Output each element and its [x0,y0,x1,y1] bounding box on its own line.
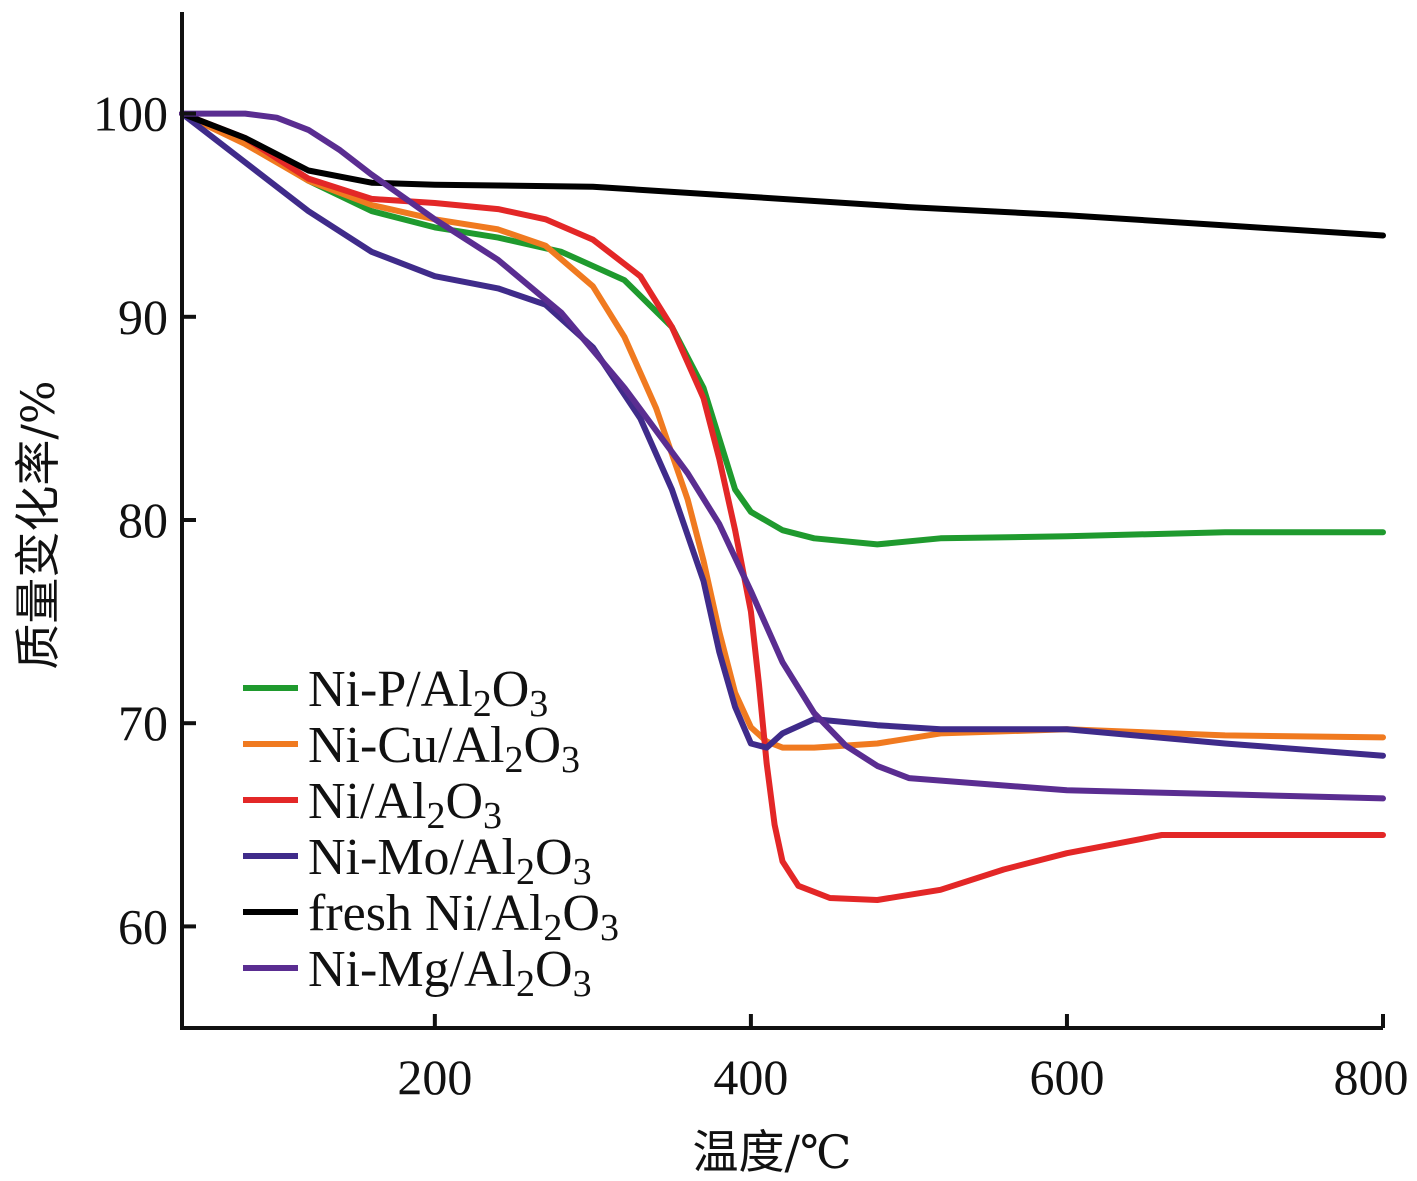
legend-label-mid: O [523,717,561,774]
series-line-1 [179,110,1386,751]
legend-label-main: Ni/Al [308,773,426,830]
legend-item-4: fresh Ni/Al2O3 [243,885,619,949]
legend-label-sub: 3 [573,851,592,893]
legend-label-2: Ni/Al2O3 [308,773,502,837]
series-line-0 [179,110,1386,548]
series-line-5 [179,110,1386,802]
legend-label-sub: 2 [473,683,492,725]
legend-label-main: Ni-Mo/Al [308,829,516,886]
legend-label-3: Ni-Mo/Al2O3 [308,829,592,893]
x-axis-title: 温度/℃ [693,1125,852,1179]
y-tick-label-100: 100 [93,86,168,142]
x-tick-label-400: 400 [713,1049,788,1105]
legend-label-mid: O [445,773,483,830]
legend-label-sub: 3 [483,795,502,837]
x-tick-label-200: 200 [397,1049,472,1105]
legend-label-1: Ni-Cu/Al2O3 [308,717,580,781]
legend-label-sub: 3 [529,683,548,725]
legend-label-sub: 2 [504,739,523,781]
x-tick-label-800: 800 [1334,1049,1409,1105]
legend-item-1: Ni-Cu/Al2O3 [243,717,580,781]
legend-label-mid: O [535,941,573,998]
legend-label-mid: O [535,829,573,886]
series-line-3 [179,110,1386,759]
legend-item-3: Ni-Mo/Al2O3 [243,829,592,893]
legend-label-mid: O [562,885,600,942]
legend-label-main: Ni-P/Al [308,661,473,718]
y-axis-title: 质量变化率/% [11,380,65,669]
legend-label-main: Ni-Cu/Al [308,717,504,774]
legend: Ni-P/Al2O3Ni-Cu/Al2O3Ni/Al2O3Ni-Mo/Al2O3… [243,661,619,1005]
y-tick-label-80: 80 [118,492,168,548]
legend-label-4: fresh Ni/Al2O3 [308,885,619,949]
ticks-layer: 60 70 80 90 100 200 400 600 800 [93,86,1409,1105]
y-tick-label-60: 60 [118,898,168,954]
y-tick-label-70: 70 [118,695,168,751]
legend-label-sub: 2 [426,795,445,837]
legend-label-sub: 2 [543,907,562,949]
legend-item-5: Ni-Mg/Al2O3 [243,941,592,1005]
legend-item-2: Ni/Al2O3 [243,773,502,837]
legend-label-main: Ni-Mg/Al [308,941,516,998]
series-line-2 [179,110,1386,903]
legend-label-sub: 2 [516,851,535,893]
legend-label-5: Ni-Mg/Al2O3 [308,941,592,1005]
legend-item-0: Ni-P/Al2O3 [243,661,548,725]
legend-label-0: Ni-P/Al2O3 [308,661,548,725]
legend-label-main: fresh Ni/Al [308,885,543,942]
series-line-4 [179,110,1386,239]
legend-label-mid: O [492,661,530,718]
legend-label-sub: 3 [573,963,592,1005]
legend-label-sub: 2 [516,963,535,1005]
x-tick-label-600: 600 [1029,1049,1104,1105]
y-tick-label-90: 90 [118,289,168,345]
legend-label-sub: 3 [600,907,619,949]
legend-label-sub: 3 [561,739,580,781]
series-layer [179,110,1386,903]
